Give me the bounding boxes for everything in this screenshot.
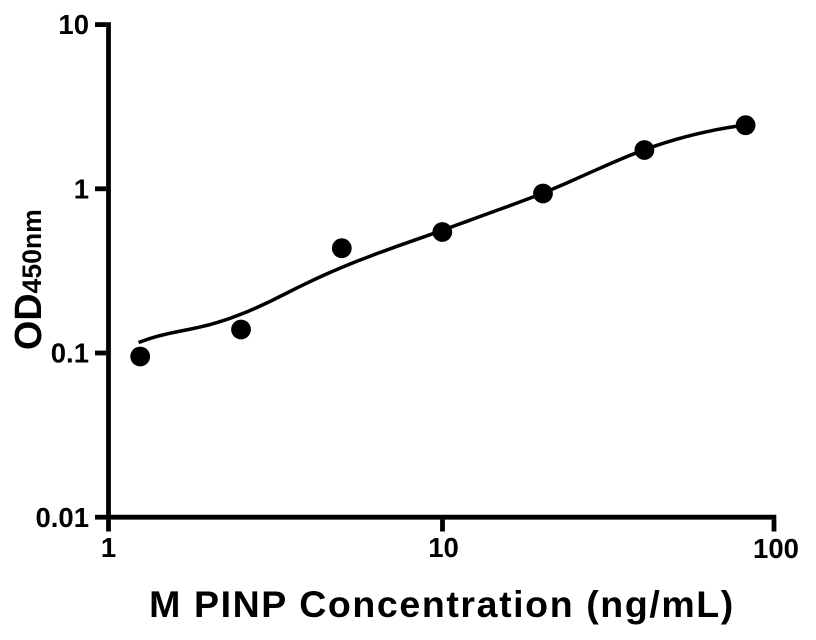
svg-text:OD450nm: OD450nm	[7, 209, 49, 350]
svg-text:100: 100	[753, 533, 799, 564]
svg-text:1: 1	[74, 173, 89, 204]
svg-text:0.01: 0.01	[35, 502, 89, 533]
svg-text:M PINP Concentration (ng/mL): M PINP Concentration (ng/mL)	[149, 583, 735, 625]
svg-text:1: 1	[101, 532, 116, 563]
svg-text:0.1: 0.1	[51, 338, 89, 369]
svg-text:10: 10	[428, 532, 459, 563]
svg-text:10: 10	[58, 9, 89, 40]
